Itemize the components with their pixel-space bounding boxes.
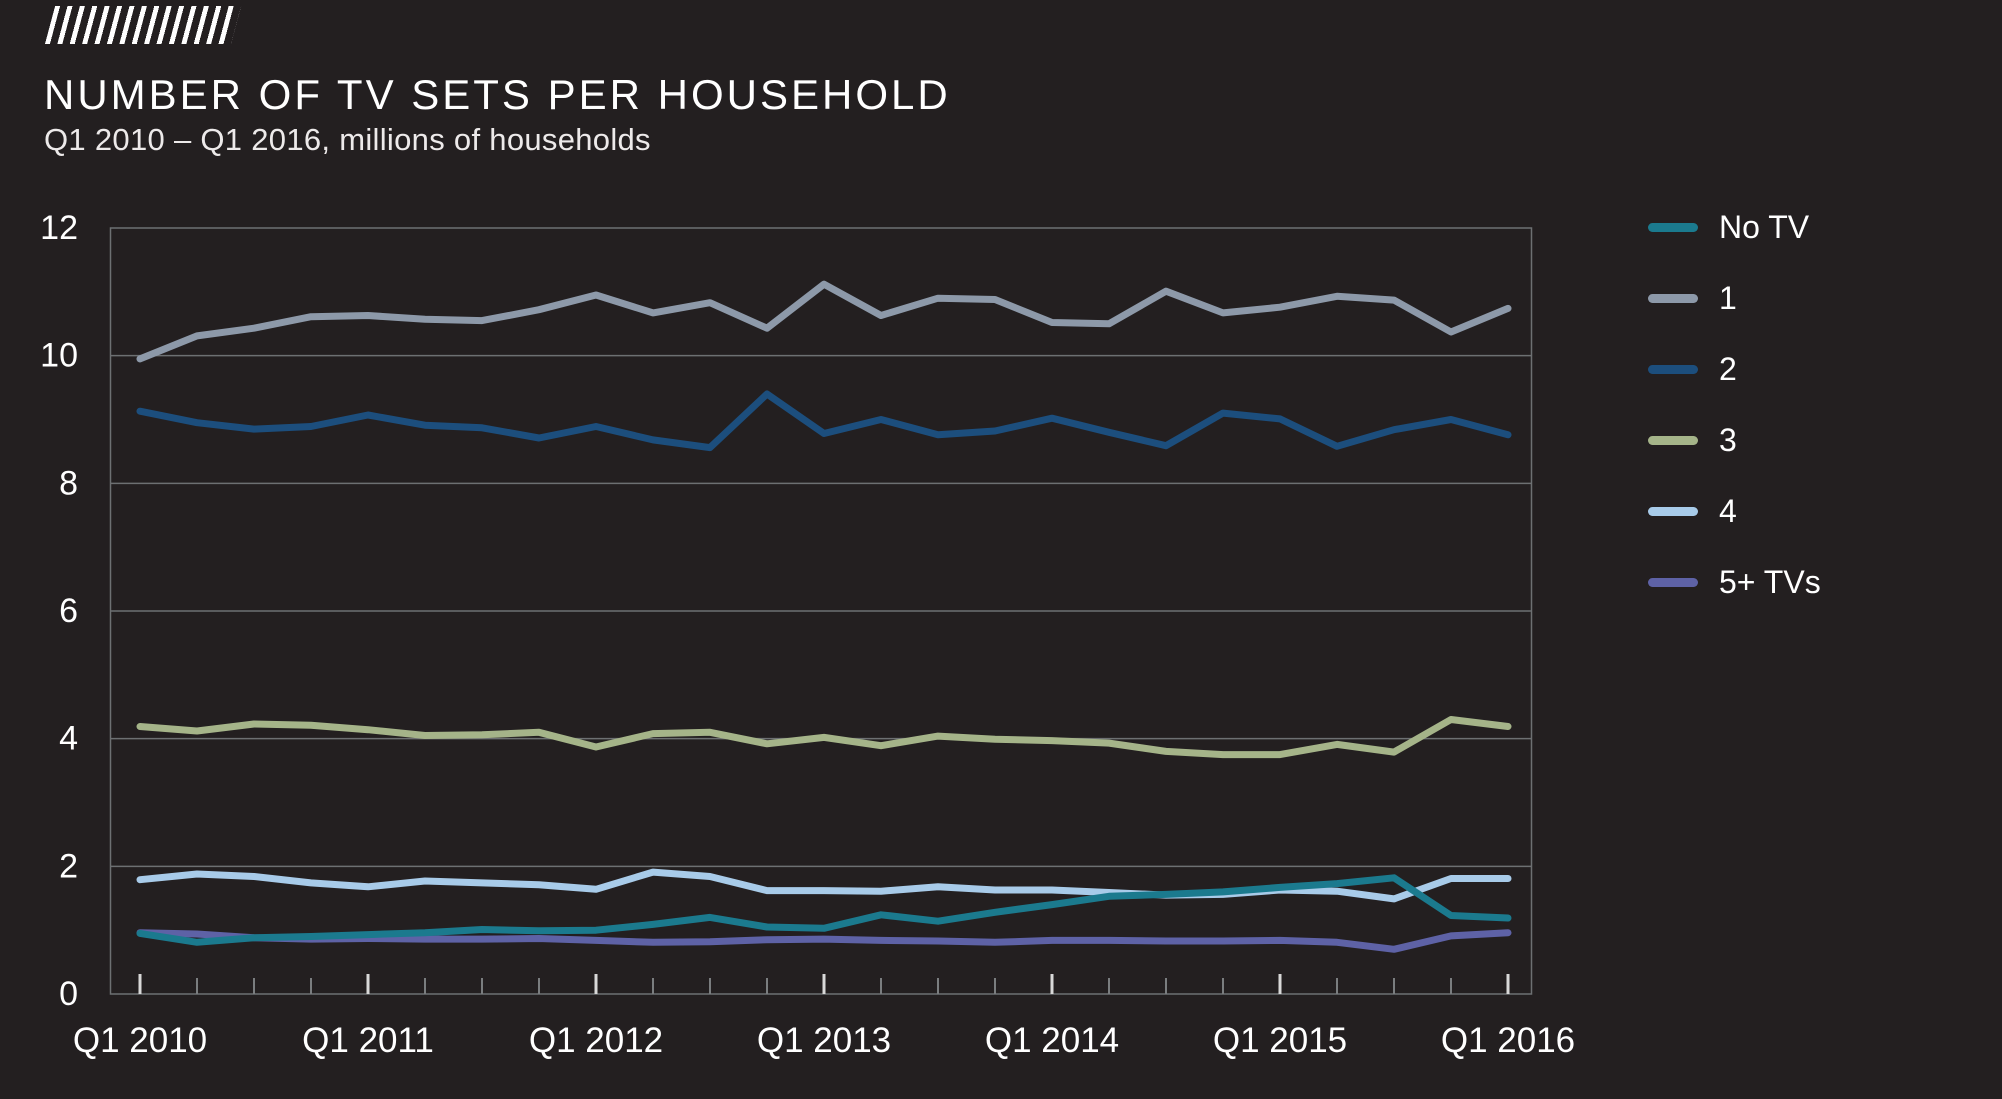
chart-legend: No TV 1 2 3 4 5+ TVs (1648, 207, 1821, 633)
series-line-3 (136, 716, 1512, 759)
legend-item: 5+ TVs (1648, 562, 1821, 602)
legend-swatch-icon (1648, 506, 1698, 516)
y-axis-tick-label: 8 (59, 464, 78, 502)
legend-label: 2 (1719, 351, 1737, 387)
legend-item: 3 (1648, 420, 1821, 460)
y-axis-tick-label: 10 (40, 337, 78, 375)
y-axis-tick-label: 0 (59, 975, 78, 1013)
x-axis-tick-label: Q1 2014 (985, 1021, 1119, 1060)
x-axis-tick-label: Q1 2013 (757, 1021, 891, 1060)
x-axis-tick-label: Q1 2011 (302, 1021, 434, 1060)
legend-swatch-icon (1648, 577, 1698, 587)
x-axis-tick-label: Q1 2015 (1213, 1021, 1347, 1060)
page-title: NUMBER OF TV SETS PER HOUSEHOLD (44, 71, 951, 118)
legend-label: 5+ TVs (1719, 564, 1821, 600)
legend-label: No TV (1719, 209, 1810, 245)
series-line-5-tvs (136, 929, 1512, 953)
legend-label: 4 (1719, 493, 1737, 529)
y-axis-tick-label: 12 (40, 209, 78, 247)
series-line-1 (136, 280, 1512, 363)
series-line-2 (136, 390, 1512, 452)
legend-item: No TV (1648, 207, 1821, 247)
page-subtitle: Q1 2010 – Q1 2016, millions of household… (44, 122, 651, 157)
x-axis-tick-label: Q1 2016 (1441, 1021, 1575, 1060)
legend-item: 1 (1648, 278, 1821, 318)
series-line-no-tv (136, 874, 1512, 946)
legend-label: 1 (1719, 280, 1737, 316)
legend-swatch-icon (1648, 435, 1698, 445)
x-axis-tick-label: Q1 2010 (73, 1021, 207, 1060)
legend-item: 2 (1648, 349, 1821, 389)
y-axis-tick-label: 2 (59, 847, 78, 885)
legend-label: 3 (1719, 422, 1737, 458)
y-axis-tick-label: 4 (59, 720, 78, 758)
legend-swatch-icon (1648, 293, 1698, 303)
legend-item: 4 (1648, 491, 1821, 531)
x-axis-tick-label: Q1 2012 (529, 1021, 663, 1060)
legend-swatch-icon (1648, 222, 1698, 232)
legend-swatch-icon (1648, 364, 1698, 374)
y-axis-tick-label: 6 (59, 592, 78, 630)
